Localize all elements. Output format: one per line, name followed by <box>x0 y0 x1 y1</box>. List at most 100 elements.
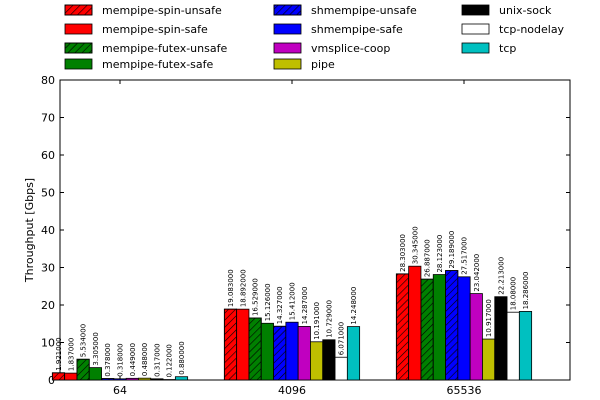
legend-item-mempipe-spin-safe: mempipe-spin-safe <box>64 23 208 36</box>
legend-swatch <box>273 58 302 70</box>
legend-item-shmempipe-safe: shmempipe-safe <box>273 23 403 36</box>
data-label-shmempipe-safe-4096: 15.412000 <box>289 282 297 320</box>
legend-swatch <box>461 23 490 35</box>
bar-shmempipe-safe-65536 <box>457 276 471 381</box>
legend-item-pipe: pipe <box>273 58 335 71</box>
bar-mempipe-spin-safe-4096 <box>236 308 250 381</box>
bar-pipe-64 <box>138 377 152 381</box>
data-label-tcp-64: 0.880000 <box>178 341 186 374</box>
x-tick-label: 4096 <box>278 384 306 397</box>
legend-item-vmsplice-coop: vmsplice-coop <box>273 42 390 55</box>
bar-unix-sock-65536 <box>494 296 508 381</box>
bar-mempipe-futex-safe-65536 <box>432 274 446 381</box>
legend-item-mempipe-futex-safe: mempipe-futex-safe <box>64 58 214 71</box>
bar-hatch-mempipe-futex-unsafe-64 <box>76 358 90 381</box>
data-label-shmempipe-unsafe-4096: 14.327000 <box>276 286 284 324</box>
legend-label: tcp <box>499 42 516 55</box>
legend-item-tcp-nodelay: tcp-nodelay <box>461 23 565 36</box>
bar-tcp-4096 <box>346 326 361 381</box>
bar-shmempipe-safe-64 <box>113 378 127 381</box>
data-label-mempipe-spin-unsafe-4096: 19.083000 <box>227 269 235 307</box>
bar-tcp-64 <box>174 376 189 381</box>
y-tick-label: 20 <box>41 299 55 312</box>
bar-hatch-shmempipe-unsafe-4096 <box>273 325 287 381</box>
data-label-pipe-65536: 10.917000 <box>485 299 493 337</box>
legend-label: shmempipe-unsafe <box>311 4 417 17</box>
legend-label: mempipe-spin-safe <box>102 23 208 36</box>
data-label-tcp-65536: 18.286000 <box>522 272 530 310</box>
bar-hatch-mempipe-futex-unsafe-4096 <box>248 317 262 381</box>
data-label-vmsplice-coop-4096: 14.287000 <box>301 287 309 325</box>
data-label-mempipe-futex-unsafe-4096: 16.529000 <box>252 278 260 316</box>
data-label-tcp-nodelay-4096: 6.071000 <box>338 322 346 355</box>
bar-tcp-nodelay-65536 <box>506 311 520 381</box>
data-label-shmempipe-safe-64: 0.318000 <box>117 343 125 376</box>
data-label-mempipe-futex-unsafe-65536: 26.887000 <box>424 239 432 277</box>
legend-swatch <box>461 42 490 54</box>
bar-pipe-65536 <box>482 338 496 381</box>
data-label-unix-sock-4096: 10.729000 <box>325 300 333 338</box>
data-label-mempipe-spin-safe-64: 1.837000 <box>67 338 75 371</box>
data-label-vmsplice-coop-65536: 23.042000 <box>473 254 481 292</box>
y-tick-label: 80 <box>41 74 55 87</box>
data-label-tcp-nodelay-64: 0.122000 <box>166 344 174 377</box>
y-tick-label: 50 <box>41 187 55 200</box>
data-label-unix-sock-65536: 22.213000 <box>497 257 505 295</box>
data-label-tcp-4096: 14.248000 <box>350 287 358 325</box>
data-label-mempipe-spin-unsafe-64: 1.921000 <box>55 337 63 370</box>
bar-vmsplice-coop-64 <box>125 377 139 381</box>
legend-item-mempipe-futex-unsafe: mempipe-futex-unsafe <box>64 42 227 55</box>
bar-unix-sock-64 <box>150 378 164 381</box>
legend-label: unix-sock <box>499 4 552 17</box>
legend-item-tcp: tcp <box>461 42 516 55</box>
bar-vmsplice-coop-4096 <box>297 326 311 381</box>
y-tick-label: 60 <box>41 149 55 162</box>
legend-label: mempipe-futex-unsafe <box>102 42 227 55</box>
legend-swatch-hatch <box>64 42 93 54</box>
legend-item-unix-sock: unix-sock <box>461 4 552 17</box>
bar-hatch-mempipe-spin-unsafe-4096 <box>223 308 238 381</box>
data-label-mempipe-spin-safe-4096: 18.892000 <box>239 269 247 307</box>
legend-swatch <box>64 23 93 35</box>
data-label-shmempipe-safe-65536: 27.517000 <box>461 237 469 275</box>
x-tick-label: 65536 <box>447 384 482 397</box>
bar-hatch-shmempipe-unsafe-65536 <box>445 270 459 381</box>
bar-unix-sock-4096 <box>322 339 336 381</box>
bar-vmsplice-coop-65536 <box>469 293 483 381</box>
legend: mempipe-spin-unsafe mempipe-spin-safe memp… <box>64 4 565 71</box>
y-tick-label: 70 <box>41 112 55 125</box>
data-label-mempipe-futex-unsafe-64: 5.534000 <box>80 324 88 357</box>
legend-swatch <box>64 58 93 70</box>
legend-swatch <box>461 4 490 16</box>
data-label-unix-sock-64: 0.317000 <box>153 343 161 376</box>
data-label-mempipe-futex-safe-64: 3.305000 <box>92 332 100 365</box>
y-tick-label: 0 <box>48 374 55 387</box>
bar-mempipe-futex-safe-4096 <box>260 322 274 381</box>
data-label-tcp-nodelay-65536: 18.08000 <box>510 277 518 310</box>
y-tick-label: 30 <box>41 262 55 275</box>
bar-hatch-mempipe-spin-unsafe-64 <box>51 372 66 381</box>
data-label-shmempipe-unsafe-64: 0.378000 <box>104 343 112 376</box>
legend-swatch <box>273 23 302 35</box>
legend-item-shmempipe-unsafe: shmempipe-unsafe <box>273 4 417 17</box>
bar-pipe-4096 <box>310 341 324 381</box>
bar-mempipe-spin-safe-65536 <box>408 265 422 381</box>
legend-swatch <box>273 42 302 54</box>
legend-swatch-hatch <box>273 4 302 16</box>
data-label-mempipe-spin-unsafe-65536: 28.303000 <box>399 234 407 272</box>
bar-hatch-shmempipe-unsafe-64 <box>101 378 115 381</box>
y-tick-label: 10 <box>41 337 55 350</box>
bar-hatch-mempipe-futex-unsafe-65536 <box>420 278 434 381</box>
legend-label: vmsplice-coop <box>311 42 390 55</box>
bar-hatch-mempipe-spin-unsafe-65536 <box>395 273 410 381</box>
bar-tcp-65536 <box>518 311 533 381</box>
legend-label: shmempipe-safe <box>311 23 403 36</box>
y-axis-label: Throughput [Gbps] <box>23 178 36 283</box>
data-label-mempipe-spin-safe-65536: 30.345000 <box>411 226 419 264</box>
legend-label: tcp-nodelay <box>499 23 565 36</box>
data-label-vmsplice-coop-64: 0.449000 <box>129 343 137 376</box>
data-label-shmempipe-unsafe-65536: 29.189000 <box>448 231 456 269</box>
x-tick-label: 64 <box>113 384 127 397</box>
bar-shmempipe-safe-4096 <box>285 321 299 381</box>
